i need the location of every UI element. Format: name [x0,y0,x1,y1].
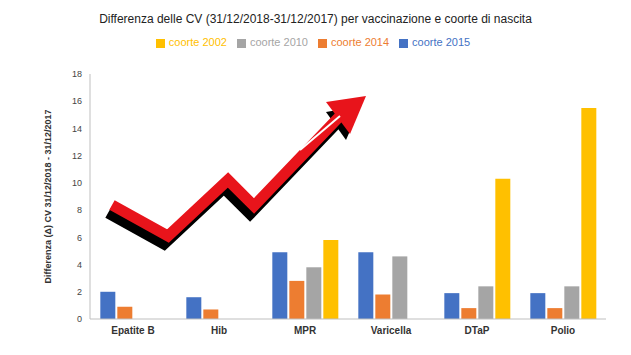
svg-text:Varicella: Varicella [371,325,412,336]
svg-text:0: 0 [77,314,82,324]
svg-text:18: 18 [72,69,82,79]
svg-text:MPR: MPR [294,325,317,336]
svg-text:Epatite B: Epatite B [111,325,154,336]
svg-text:10: 10 [72,178,82,188]
html-text:coorte 2002: coorte 2002 [168,36,227,48]
svg-text:Hib: Hib [211,325,227,336]
svg-text:8: 8 [77,205,82,215]
svg-text:Polio: Polio [551,325,575,336]
html-text:coorte 2014: coorte 2014 [331,36,390,48]
svg-text:DTaP: DTaP [465,325,490,336]
html-text:Differenza delle CV (31/12/201: Differenza delle CV (31/12/2018-31/12/20… [99,12,532,26]
html-text:coorte 2010: coorte 2010 [249,36,308,48]
html-text:coorte 2015: coorte 2015 [412,36,471,48]
svg-text:12: 12 [72,151,82,161]
svg-text:14: 14 [72,124,82,134]
svg-text:Differenza (Δ) CV 31/12/2018 -: Differenza (Δ) CV 31/12/2018 - 31/12/201… [43,109,53,283]
svg-text:4: 4 [77,260,82,270]
svg-text:6: 6 [77,233,82,243]
svg-text:2: 2 [77,287,82,297]
svg-text:16: 16 [72,96,82,106]
